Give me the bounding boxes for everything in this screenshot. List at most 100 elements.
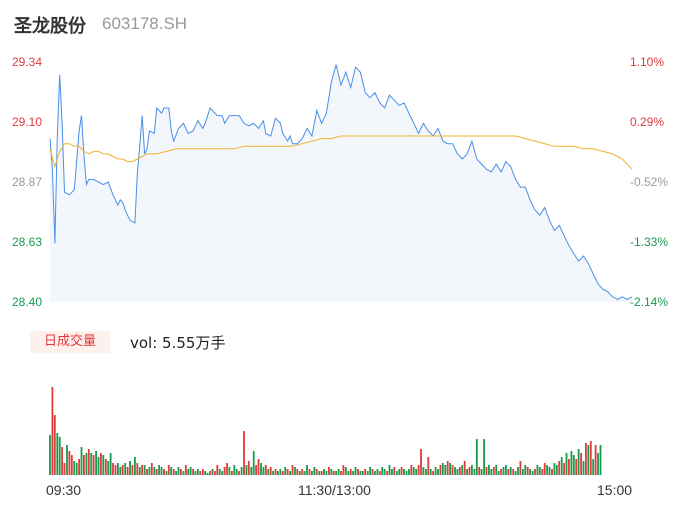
volume-bar <box>478 467 481 475</box>
volume-bar <box>223 467 226 475</box>
volume-bar <box>439 465 442 475</box>
volume-bar <box>599 445 602 475</box>
volume-bar <box>153 467 156 475</box>
volume-bar <box>454 467 456 475</box>
volume-bar <box>49 435 51 475</box>
volume-bar <box>155 469 158 475</box>
volume-bar <box>344 467 347 475</box>
volume-bar <box>180 469 182 475</box>
volume-bar <box>70 455 73 475</box>
volume-bar <box>78 459 81 475</box>
volume-bar <box>313 467 316 475</box>
volume-bar <box>289 471 292 475</box>
volume-bar <box>90 453 93 475</box>
volume-bar <box>100 453 102 475</box>
volume-bar <box>83 455 85 475</box>
volume-bar <box>252 451 255 475</box>
volume-bar <box>328 467 330 475</box>
percent-tick-label: 1.10% <box>630 55 665 69</box>
volume-bar <box>403 469 405 475</box>
volume-bar <box>376 469 379 475</box>
volume-bar <box>117 463 119 475</box>
volume-bar <box>468 467 471 475</box>
volume-bar <box>73 461 76 475</box>
volume-bar <box>446 461 449 475</box>
volume-bar <box>134 457 136 475</box>
time-tick-label: 09:30 <box>46 482 82 498</box>
volume-bar <box>255 465 258 475</box>
volume-bar <box>277 471 279 475</box>
volume-bar <box>580 453 583 475</box>
volume-bar <box>543 463 546 475</box>
volume-bar <box>349 469 352 475</box>
volume-readout: vol: 5.55万手 <box>130 334 226 352</box>
volume-bar <box>502 467 505 475</box>
volume-bar <box>408 469 410 475</box>
volume-bar <box>449 463 452 475</box>
volume-bar <box>509 467 512 475</box>
volume-bar <box>109 453 112 475</box>
volume-bar <box>359 471 362 475</box>
volume-bar <box>68 451 71 475</box>
volume-bar <box>490 469 493 475</box>
volume-bar <box>131 465 134 475</box>
volume-bar <box>364 469 367 475</box>
volume-bar <box>158 465 161 475</box>
volume-bar <box>269 467 272 475</box>
volume-bar <box>315 469 318 475</box>
volume-bar <box>247 461 250 475</box>
volume-bar <box>102 455 105 475</box>
volume-bar <box>53 415 56 475</box>
volume-bar <box>201 469 204 475</box>
volume-bar <box>393 467 396 475</box>
volume-bar <box>480 469 483 475</box>
volume-bar <box>391 469 393 475</box>
volume-bar <box>538 467 541 475</box>
volume-bar <box>347 471 350 475</box>
volume-bar <box>325 471 328 475</box>
volume-bar <box>594 445 597 475</box>
volume-bar <box>534 469 536 475</box>
volume-bar <box>570 451 573 475</box>
volume-bar <box>352 471 355 475</box>
volume-bar <box>357 469 359 475</box>
volume-bar <box>441 463 444 475</box>
volume-bar <box>136 463 139 475</box>
daily-volume-tab[interactable]: 日成交量 <box>30 331 110 353</box>
volume-bar <box>425 469 427 475</box>
volume-bar <box>505 465 507 475</box>
volume-bar <box>257 459 260 475</box>
volume-bar <box>512 469 515 475</box>
volume-bar <box>366 471 369 475</box>
volume-bar <box>492 467 495 475</box>
volume-bar <box>335 471 338 475</box>
volume-bar <box>589 441 592 475</box>
volume-bar <box>526 467 529 475</box>
volume-bar <box>240 467 243 475</box>
volume-bar <box>412 467 415 475</box>
volume-bar <box>216 465 219 475</box>
volume-bar <box>417 465 420 475</box>
volume-bar <box>577 449 580 475</box>
volume-bar <box>264 465 267 475</box>
volume-bar <box>129 461 131 475</box>
stock-code: 603178.SH <box>102 14 188 33</box>
volume-bar <box>187 469 190 475</box>
volume-bar <box>274 469 277 475</box>
volume-bar <box>260 463 262 475</box>
volume-bar <box>238 471 241 475</box>
volume-bar <box>189 467 192 475</box>
volume-bar <box>497 471 500 475</box>
volume-bar <box>563 463 566 475</box>
volume-bar <box>296 469 299 475</box>
volume-bar <box>575 459 578 475</box>
volume-bar <box>361 471 364 475</box>
volume-bar <box>475 439 478 475</box>
volume-bar <box>514 471 517 475</box>
volume-bar <box>415 469 418 475</box>
volume-bar <box>92 455 95 475</box>
volume-bar <box>383 469 386 475</box>
volume-bar <box>141 465 144 475</box>
volume-bar <box>194 471 197 475</box>
volume-bar <box>553 463 556 475</box>
